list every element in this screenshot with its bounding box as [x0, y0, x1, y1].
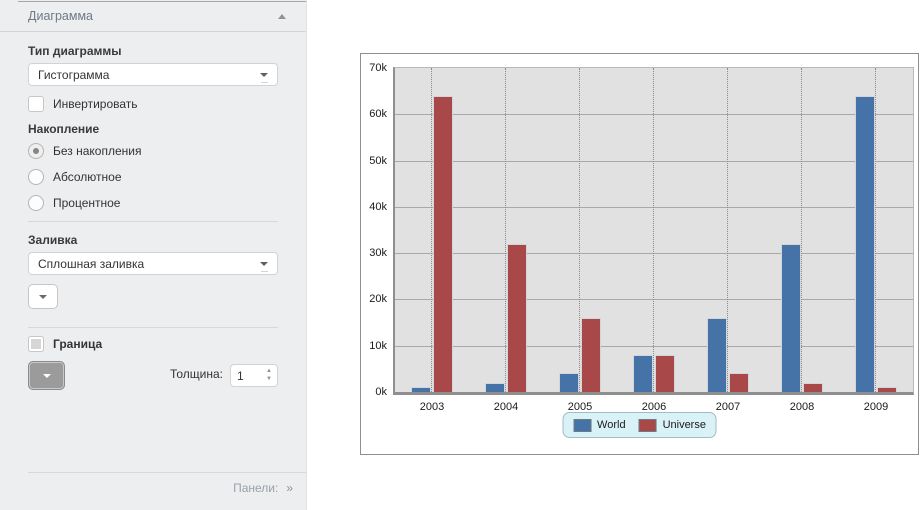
bar-world-2007	[707, 318, 727, 392]
x-axis-label: 2005	[567, 401, 593, 413]
border-checkbox[interactable]	[28, 336, 44, 352]
bar-world-2003	[411, 387, 431, 392]
chart-panel: World Universe 0k 10k 20k 30k 40k 50k 60k 70k 200…	[360, 53, 919, 455]
legend-item-universe: Universe	[638, 418, 706, 432]
panel-top-border	[18, 1, 306, 2]
h-gridline	[395, 114, 913, 116]
thickness-label: Толщина:	[170, 367, 224, 381]
chart-type-dropdown[interactable]: Гистограмма	[28, 63, 278, 86]
y-axis-label: 60k	[369, 108, 387, 121]
bar-world-2006	[633, 355, 653, 392]
stacking-option-label: Без накопления	[53, 144, 142, 158]
bar-world-2009	[855, 96, 875, 392]
footer-divider	[28, 472, 306, 473]
legend-item-world: World	[573, 418, 626, 432]
bar-universe-2008	[803, 383, 823, 392]
dropdown-caret-icon	[39, 294, 47, 299]
h-gridline	[395, 160, 913, 162]
border-label: Граница	[53, 337, 103, 351]
h-gridline	[395, 206, 913, 208]
x-axis-label: 2004	[493, 401, 519, 413]
fill-type-value: Сплошная заливка	[38, 256, 145, 271]
panels-label: Панели:	[233, 481, 279, 495]
dropdown-caret-icon	[260, 261, 268, 272]
radio-unselected[interactable]	[28, 169, 44, 185]
plot-area	[393, 67, 914, 395]
collapse-panel-button[interactable]	[276, 12, 288, 22]
stacking-option-label: Абсолютное	[53, 170, 122, 184]
y-axis-label: 30k	[369, 247, 387, 260]
chart-type-value: Гистограмма	[38, 67, 110, 82]
bar-universe-2006	[655, 355, 675, 392]
invert-checkbox-row[interactable]: Инвертировать	[28, 96, 138, 112]
thickness-spinner[interactable]: ▲ ▼	[230, 364, 278, 387]
stacking-option-percent[interactable]: Процентное	[28, 195, 120, 211]
section-divider	[28, 221, 278, 222]
panel-footer: Панели: »	[233, 481, 293, 495]
y-axis-label: 40k	[369, 200, 387, 213]
bar-world-2004	[485, 383, 505, 392]
fill-label: Заливка	[28, 233, 78, 247]
fill-type-dropdown[interactable]: Сплошная заливка	[28, 252, 278, 275]
settings-panel: Диаграмма Тип диаграммы Гистограмма Инве…	[0, 0, 307, 510]
h-gridline	[395, 345, 913, 347]
x-axis-label: 2003	[419, 401, 445, 413]
invert-checkbox[interactable]	[28, 96, 44, 112]
panel-title: Диаграмма	[28, 9, 94, 23]
bar-universe-2007	[729, 373, 749, 392]
panel-header: Диаграмма	[0, 0, 306, 32]
v-gridline	[801, 68, 802, 392]
dropdown-caret-icon	[42, 373, 51, 378]
spinner-up-icon[interactable]: ▲	[266, 368, 272, 374]
border-checkbox-row[interactable]: Граница	[28, 336, 102, 352]
section-divider	[28, 327, 278, 328]
h-gridline	[395, 299, 913, 301]
v-gridline	[653, 68, 654, 392]
bar-universe-2003	[433, 96, 453, 392]
spinner-arrows: ▲ ▼	[266, 367, 272, 383]
dropdown-caret-icon	[260, 72, 268, 83]
legend-swatch-icon	[573, 418, 592, 432]
y-axis-label: 10k	[369, 339, 387, 352]
chevron-up-icon	[278, 14, 286, 19]
v-gridline	[431, 68, 432, 392]
spinner-down-icon[interactable]: ▼	[266, 376, 272, 382]
chart-legend: World Universe	[562, 412, 717, 438]
chart-type-label: Тип диаграммы	[28, 44, 122, 58]
x-axis-label: 2009	[863, 401, 889, 413]
x-axis-label: 2007	[715, 401, 741, 413]
radio-unselected[interactable]	[28, 195, 44, 211]
h-gridline	[395, 253, 913, 255]
v-gridline	[579, 68, 580, 392]
y-axis-label: 0k	[375, 386, 387, 398]
legend-label: World	[597, 419, 626, 431]
y-axis-label: 70k	[369, 62, 387, 74]
thickness-input[interactable]	[237, 366, 263, 385]
stacking-option-absolute[interactable]: Абсолютное	[28, 169, 122, 185]
bar-world-2008	[781, 244, 801, 392]
x-axis-label: 2008	[789, 401, 815, 413]
invert-label: Инвертировать	[53, 97, 138, 111]
bar-universe-2009	[877, 387, 897, 392]
radio-selected[interactable]	[28, 143, 44, 159]
stacking-option-none[interactable]: Без накопления	[28, 143, 141, 159]
y-axis-label: 50k	[369, 154, 387, 167]
bar-universe-2004	[507, 244, 527, 392]
stacking-label: Накопление	[28, 122, 100, 136]
y-axis-label: 20k	[369, 293, 387, 306]
stacking-option-label: Процентное	[53, 196, 121, 210]
v-gridline	[505, 68, 506, 392]
bar-world-2005	[559, 373, 579, 392]
legend-label: Universe	[662, 419, 706, 431]
expander-double-chevron-icon[interactable]: »	[286, 481, 293, 495]
legend-swatch-icon	[638, 418, 657, 432]
v-gridline	[727, 68, 728, 392]
bar-universe-2005	[581, 318, 601, 392]
x-axis-label: 2006	[641, 401, 667, 413]
fill-color-dropdown-button[interactable]	[28, 284, 58, 309]
border-color-dropdown-button[interactable]	[28, 361, 65, 390]
v-gridline	[875, 68, 876, 392]
